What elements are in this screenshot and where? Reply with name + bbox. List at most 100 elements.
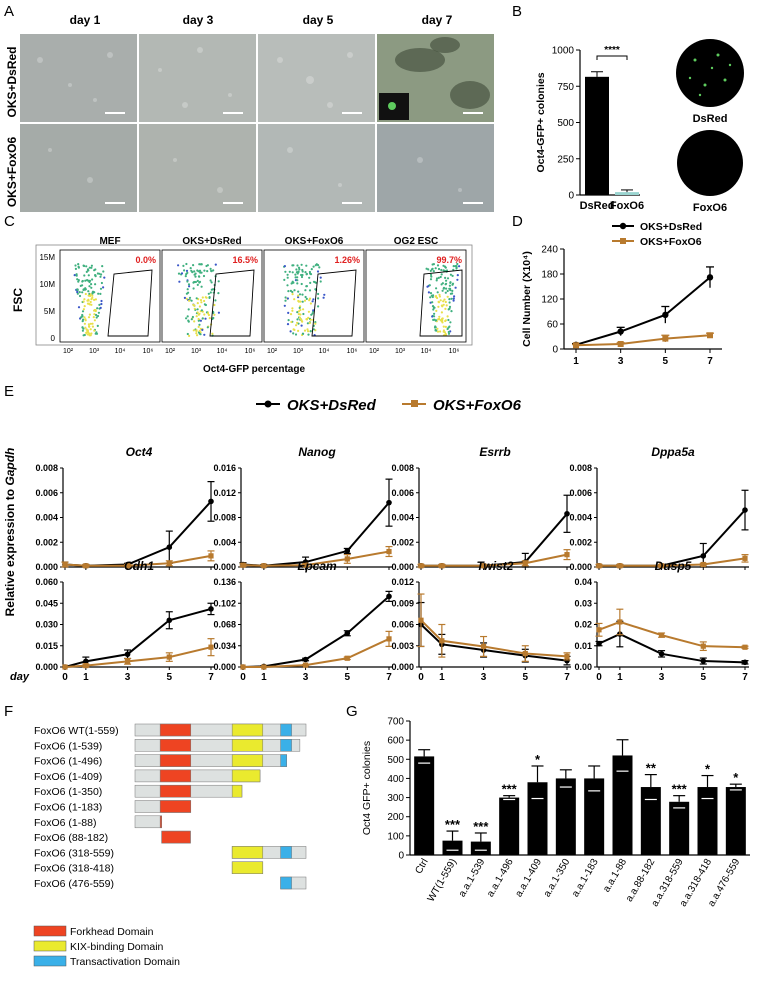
data-point: [302, 562, 309, 568]
flow-dot: [440, 268, 443, 272]
flow-dot: [433, 312, 436, 315]
x-tick-label: 3: [125, 672, 131, 683]
flow-dot: [448, 287, 451, 290]
flow-dot: [447, 308, 450, 311]
flow-dot: [447, 318, 450, 322]
flow-dot: [91, 294, 94, 297]
data-point: [564, 552, 570, 558]
micrograph-texture: [37, 47, 462, 193]
flow-dot: [298, 316, 301, 319]
flow-dot: [451, 289, 454, 292]
flow-dot: [187, 283, 191, 286]
domain-kix: [231, 739, 264, 752]
flow-dot: [196, 302, 199, 305]
construct-label: FoxO6 (1-496): [34, 756, 102, 768]
legend-forkhead: Forkhead Domain: [70, 926, 154, 938]
y-tick-label: 0.009: [391, 598, 414, 608]
flow-dot: [205, 296, 208, 299]
flow-dot: [306, 328, 309, 331]
data-point: [742, 555, 748, 561]
flow-dot: [449, 281, 452, 284]
flow-dot: [185, 273, 188, 276]
flow-dot: [200, 263, 203, 266]
flow-dot: [429, 278, 433, 281]
flow-xtick: 10³: [293, 348, 304, 355]
y-axis-label: Oct4 GFP+ colonies: [361, 741, 373, 835]
flow-dot: [198, 305, 201, 308]
x-tick-label: a.a.1-88: [601, 857, 629, 895]
flow-dot: [437, 318, 440, 321]
flow-dot: [186, 315, 189, 318]
flow-dot: [296, 276, 299, 279]
flow-dot: [201, 296, 204, 299]
flow-dot: [296, 282, 299, 285]
flow-density: [425, 262, 461, 337]
bar: [615, 192, 639, 195]
construct-bar: [134, 739, 301, 752]
flow-dot: [192, 287, 195, 290]
flow-dot: [200, 271, 203, 274]
flow-dot: [300, 324, 303, 327]
flow-dot: [201, 328, 204, 331]
flow-plot-percent: 1.26%: [334, 255, 360, 265]
flow-dot: [445, 304, 448, 307]
data-point: [700, 561, 706, 568]
flow-dot: [308, 270, 311, 274]
flow-dot: [86, 269, 90, 272]
x-tick-label: 1: [261, 672, 267, 683]
data-point: [418, 563, 424, 569]
flow-dot: [444, 333, 448, 336]
panel-letter-b: B: [512, 3, 522, 20]
panel-f: F FoxO6 WT(1-559) FoxO6 (1-539) FoxO6 (1-4…: [4, 703, 307, 968]
flow-dot: [299, 308, 302, 312]
flow-dot: [92, 316, 95, 319]
flow-dot: [288, 270, 291, 273]
construct-bar: [134, 815, 162, 829]
bar: [725, 787, 746, 855]
flow-dot: [86, 333, 89, 336]
data-point: [261, 563, 267, 569]
flow-dot: [204, 303, 207, 307]
flow-dot: [436, 330, 440, 333]
gene-title: Cdh1: [124, 559, 154, 573]
flow-dot: [188, 285, 191, 288]
flow-dot: [318, 266, 321, 269]
flow-xtick: 10³: [89, 348, 100, 355]
flow-dot: [196, 279, 199, 282]
flow-dot: [82, 334, 85, 337]
expression-plot: 0.00 0.01 0.02 0.03 0.04 0 1 3 5 7 Dusp5: [574, 559, 749, 683]
flow-dot: [427, 291, 430, 294]
gene-title: Twist2: [477, 559, 514, 573]
row-label-dsred: OKS+DsRed: [5, 46, 19, 117]
data-point: [700, 553, 707, 559]
flow-dot: [284, 270, 287, 273]
flow-dot: [304, 271, 307, 274]
data-point: [208, 606, 214, 612]
flow-dot: [192, 281, 195, 284]
flow-dot: [295, 271, 298, 274]
construct-label: FoxO6 (1-88): [34, 817, 96, 829]
well-label-dsred: DsRed: [693, 113, 728, 125]
construct-label: FoxO6 (476-559): [34, 878, 114, 890]
flow-dot: [75, 273, 78, 276]
construct-label: FoxO6 (1-409): [34, 771, 102, 783]
flow-dot: [446, 295, 449, 298]
flow-xtick: 10⁶: [245, 348, 256, 355]
series-line: [575, 276, 711, 346]
flow-dot: [449, 292, 452, 295]
data-point: [386, 548, 392, 555]
flow-dot: [286, 284, 289, 287]
flow-dot: [185, 317, 188, 320]
legend-label: OKS+FoxO6: [640, 236, 702, 248]
y-tick-label: 0.068: [213, 620, 236, 630]
legend-label: OKS+DsRed: [640, 221, 702, 233]
flow-dot: [319, 276, 322, 279]
data-point: [124, 658, 131, 664]
flow-dot: [89, 300, 92, 304]
y-tick-label: 240: [541, 245, 558, 256]
flow-dot: [444, 276, 447, 279]
flow-dot: [185, 297, 188, 300]
flow-dot: [90, 303, 93, 306]
flow-dot: [84, 287, 87, 290]
